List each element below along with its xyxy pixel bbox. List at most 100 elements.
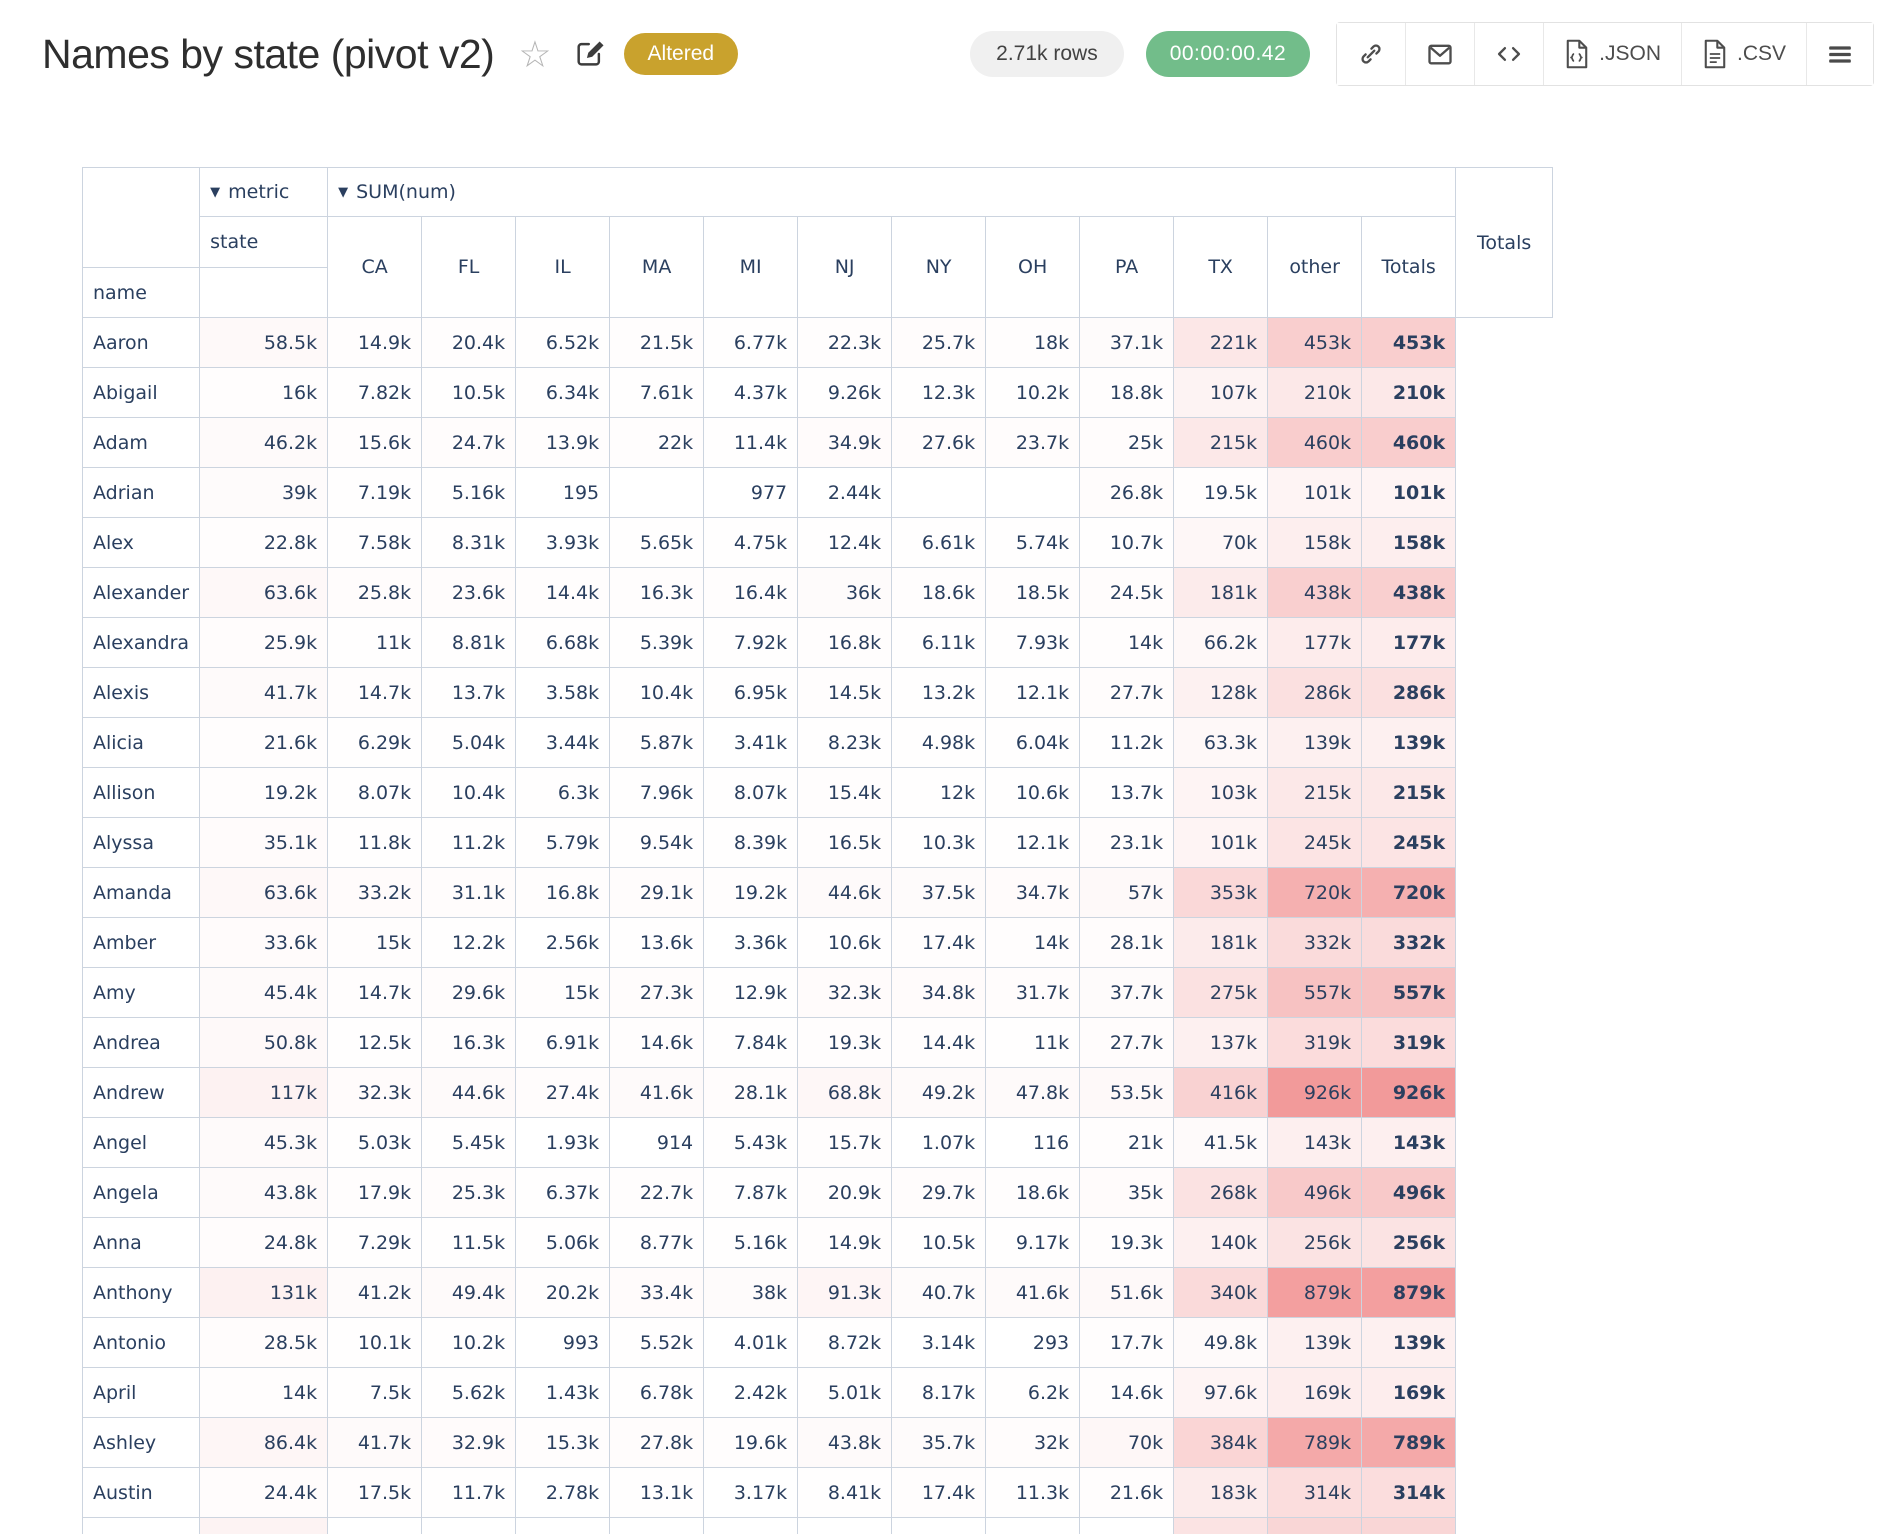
row-label: Aaron	[81, 317, 201, 368]
pivot-cell: 24.4k	[199, 1467, 329, 1518]
pivot-cell: 66.2k	[1173, 617, 1269, 668]
pivot-cell: 16.8k	[515, 867, 611, 918]
pivot-cell: 10.2k	[421, 1317, 517, 1368]
pivot-cell	[891, 1517, 987, 1534]
row-grand-total-cell: 453k	[1361, 317, 1457, 368]
row-label: Adam	[81, 417, 201, 468]
pivot-cell: 25.8k	[327, 567, 423, 618]
table-row: Ashley 86.4k 41.7k 32.9k 15.3k 27.8k 19.6k 43.8…	[81, 1417, 1553, 1468]
pivot-cell: 27.4k	[515, 1067, 611, 1118]
pivot-cell: 44.6k	[797, 867, 893, 918]
row-label: Adrian	[81, 467, 201, 518]
pivot-cell: 57k	[1079, 867, 1175, 918]
row-label	[81, 1517, 201, 1534]
pivot-cell	[1361, 1517, 1457, 1534]
row-grand-total-cell: 926k	[1361, 1067, 1457, 1118]
pivot-cell: 11k	[327, 617, 423, 668]
hamburger-menu-icon	[1829, 46, 1851, 63]
pivot-cell: 340k	[1173, 1267, 1269, 1318]
row-label: April	[81, 1367, 201, 1418]
row-grand-total-cell: 319k	[1361, 1017, 1457, 1068]
pivot-cell: 14.6k	[1079, 1367, 1175, 1418]
pivot-cell: 137k	[1173, 1017, 1269, 1068]
pivot-cell: 20.9k	[797, 1167, 893, 1218]
row-label: Alyssa	[81, 817, 201, 868]
pivot-cell: 926k	[1267, 1067, 1363, 1118]
pivot-cell: 17.5k	[327, 1467, 423, 1518]
edit-icon[interactable]	[574, 38, 606, 70]
pivot-cell: 33.6k	[199, 917, 329, 968]
pivot-cell: 13.6k	[609, 917, 705, 968]
email-button[interactable]	[1405, 23, 1475, 85]
pivot-cell	[703, 1517, 799, 1534]
pivot-cell: 332k	[1267, 917, 1363, 968]
pivot-cell: 63.6k	[199, 567, 329, 618]
pivot-cell: 43.8k	[797, 1417, 893, 1468]
row-label: Andrea	[81, 1017, 201, 1068]
pivot-cell: 11.3k	[985, 1467, 1081, 1518]
status-badge: Altered	[623, 33, 739, 75]
more-menu-button[interactable]	[1806, 23, 1873, 85]
table-row: Alicia 21.6k 6.29k 5.04k 3.44k 5.87k 3.41k 8.23…	[81, 717, 1553, 768]
pivot-cell: 2.78k	[515, 1467, 611, 1518]
pivot-cell: 8.81k	[421, 617, 517, 668]
pivot-cell: 34.8k	[891, 967, 987, 1018]
pivot-cell: 28.1k	[1079, 917, 1175, 968]
download-json-button[interactable]: .JSON	[1543, 23, 1681, 85]
column-header-totals: Totals	[1361, 216, 1457, 318]
table-row: Allison 19.2k 8.07k 10.4k 6.3k 7.96k 8.07k 15.4…	[81, 767, 1553, 818]
pivot-cell: 27.6k	[891, 417, 987, 468]
row-grand-total-cell: 158k	[1361, 517, 1457, 568]
share-link-button[interactable]	[1337, 23, 1406, 85]
pivot-cell: 37.7k	[1079, 967, 1175, 1018]
pivot-cell: 7.92k	[703, 617, 799, 668]
pivot-cell: 41.5k	[1173, 1117, 1269, 1168]
pivot-cell: 10.5k	[421, 367, 517, 418]
table-row: Anthony 131k 41.2k 49.4k 20.2k 33.4k 38k 91.3k 4…	[81, 1267, 1553, 1318]
pivot-cell: 49.8k	[1173, 1317, 1269, 1368]
pivot-cell: 3.14k	[891, 1317, 987, 1368]
download-csv-button[interactable]: .CSV	[1680, 23, 1806, 85]
pivot-cell: 20.4k	[421, 317, 517, 368]
pivot-cell: 6.3k	[515, 767, 611, 818]
pivot-cell: 8.17k	[891, 1367, 987, 1418]
row-grand-total-cell: 332k	[1361, 917, 1457, 968]
row-label: Andrew	[81, 1067, 201, 1118]
pivot-cell: 101k	[1173, 817, 1269, 868]
pivot-cell: 195	[515, 467, 611, 518]
pivot-cell: 5.52k	[609, 1317, 705, 1368]
pivot-cell: 20.2k	[515, 1267, 611, 1318]
pivot-cell: 21.6k	[1079, 1467, 1175, 1518]
pivot-cell: 5.45k	[421, 1117, 517, 1168]
table-row: Anna 24.8k 7.29k 11.5k 5.06k 8.77k 5.16k 14.9k 1…	[81, 1217, 1553, 1268]
pivot-cell: 384k	[1173, 1417, 1269, 1468]
pivot-cell: 32.9k	[421, 1417, 517, 1468]
pivot-cell: 183k	[1173, 1467, 1269, 1518]
pivot-cell: 37.5k	[891, 867, 987, 918]
pivot-cell: 353k	[1173, 867, 1269, 918]
metric-axis-dropdown[interactable]: ▼ metric	[199, 167, 329, 217]
embed-code-button[interactable]	[1474, 23, 1544, 85]
pivot-cell: 5.65k	[609, 517, 705, 568]
pivot-cell: 25.9k	[199, 617, 329, 668]
favorite-star-icon[interactable]: ☆	[518, 33, 552, 75]
pivot-cell: 12.4k	[797, 517, 893, 568]
pivot-cell: 8.31k	[421, 517, 517, 568]
pivot-cell: 14.6k	[609, 1017, 705, 1068]
pivot-cell: 18.8k	[1079, 367, 1175, 418]
pivot-cell: 789k	[1267, 1417, 1363, 1468]
table-row: April 14k 7.5k 5.62k 1.43k 6.78k 2.42k 5.01k 8.1…	[81, 1367, 1553, 1418]
pivot-cell: 41.7k	[199, 667, 329, 718]
pivot-cell: 103k	[1173, 767, 1269, 818]
metric-value-dropdown[interactable]: ▼ SUM(num)	[327, 167, 1457, 217]
pivot-cell: 34.7k	[985, 867, 1081, 918]
pivot-cell: 18.6k	[985, 1167, 1081, 1218]
pivot-cell: 245k	[1267, 817, 1363, 868]
row-label: Amanda	[81, 867, 201, 918]
pivot-cell: 4.01k	[703, 1317, 799, 1368]
row-grand-total-cell: 139k	[1361, 1317, 1457, 1368]
pivot-cell: 4.75k	[703, 517, 799, 568]
pivot-cell: 169k	[1267, 1367, 1363, 1418]
table-row: Angel 45.3k 5.03k 5.45k 1.93k 914 5.43k 15.7k 1.…	[81, 1117, 1553, 1168]
row-grand-total-cell: 460k	[1361, 417, 1457, 468]
